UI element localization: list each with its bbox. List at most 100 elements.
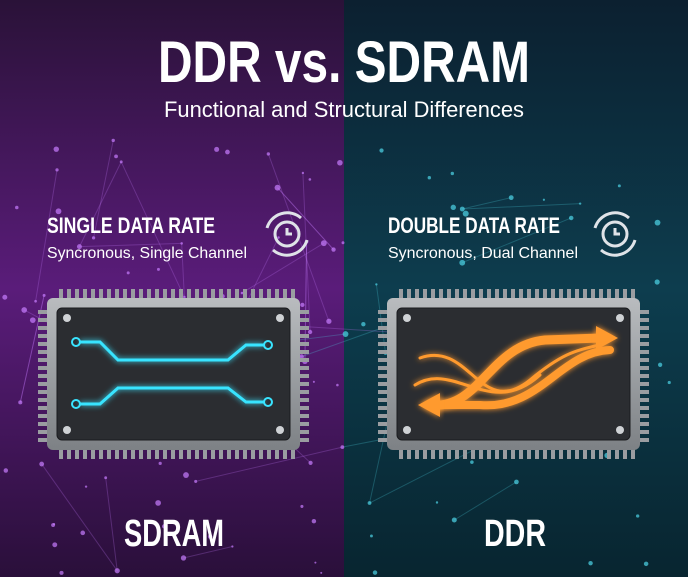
- chip-pin: [415, 449, 419, 459]
- sync-icon: [593, 211, 637, 257]
- chip-pin: [378, 358, 388, 362]
- chip-pin: [378, 334, 388, 338]
- chip-pin: [235, 289, 239, 299]
- chip-pin: [107, 449, 111, 459]
- chip-pin: [235, 449, 239, 459]
- chip-pin: [631, 449, 635, 459]
- chip-screw: [403, 426, 411, 434]
- chip-pin: [123, 289, 127, 299]
- chip-pin: [299, 326, 309, 330]
- network-dot: [59, 570, 64, 575]
- network-dot: [542, 198, 546, 201]
- chip-screw: [276, 426, 284, 434]
- chip-pin: [551, 289, 555, 299]
- network-line: [462, 203, 581, 210]
- chip-pin: [299, 430, 309, 434]
- network-line: [181, 243, 185, 298]
- arrow-head: [418, 393, 440, 417]
- chip-pin: [99, 289, 103, 299]
- chip-screw: [616, 426, 624, 434]
- chip-pin: [155, 289, 159, 299]
- chip-pin: [195, 289, 199, 299]
- panel-description: Syncronous, Dual Channel: [388, 245, 578, 262]
- chip-pin: [527, 289, 531, 299]
- chip-pin: [38, 358, 48, 362]
- network-line: [277, 187, 334, 250]
- network-line: [462, 197, 512, 210]
- chip-pin: [378, 406, 388, 410]
- chip-pin: [251, 289, 255, 299]
- network-dot: [326, 318, 332, 324]
- chip-pin: [299, 422, 309, 426]
- chip-pin: [399, 289, 403, 299]
- network-dot: [459, 206, 465, 212]
- chip-pin: [299, 398, 309, 402]
- chip-pin: [275, 289, 279, 299]
- chip-pin: [131, 449, 135, 459]
- network-dot: [91, 236, 96, 240]
- network-dot: [307, 329, 313, 335]
- network-dot: [341, 241, 345, 245]
- chip-pin: [639, 310, 649, 314]
- network-dot: [379, 148, 384, 153]
- network-dot: [34, 299, 37, 303]
- chip-pin: [299, 334, 309, 338]
- chip-pin: [439, 289, 443, 299]
- chip-pin: [463, 289, 467, 299]
- network-dot: [375, 283, 378, 286]
- network-dot: [240, 291, 244, 295]
- chip-pin: [639, 382, 649, 386]
- chip-pin: [38, 414, 48, 418]
- chip-pin: [38, 382, 48, 386]
- chip-pin: [38, 326, 48, 330]
- chip-pin: [479, 289, 483, 299]
- subtitle: Functional and Structural Differences: [164, 97, 524, 122]
- chip-pin: [38, 398, 48, 402]
- chip-pin: [155, 449, 159, 459]
- panel-heading: SINGLE DATA RATE: [47, 213, 215, 238]
- network-dot: [194, 479, 198, 483]
- chip-pin: [259, 289, 263, 299]
- chip-pin: [139, 289, 143, 299]
- chip-pin: [575, 289, 579, 299]
- chip-pin: [639, 390, 649, 394]
- chip-pin: [378, 342, 388, 346]
- network-line: [454, 481, 517, 521]
- chip-pin: [38, 350, 48, 354]
- network-dot: [76, 244, 82, 250]
- chip-pin: [378, 430, 388, 434]
- chip-pin: [299, 318, 309, 322]
- chip-pin: [423, 449, 427, 459]
- network-dot: [21, 307, 28, 313]
- network-dot: [29, 317, 36, 323]
- chip-pin: [38, 390, 48, 394]
- chip-pin: [623, 449, 627, 459]
- network-dot: [450, 204, 456, 211]
- network-dot: [119, 160, 123, 164]
- chip-pin: [259, 449, 263, 459]
- network-dot: [470, 460, 474, 464]
- chip-pin: [299, 350, 309, 354]
- network-dot: [654, 219, 661, 226]
- chip-pin: [639, 374, 649, 378]
- network-dot: [104, 476, 108, 480]
- chip-pin: [378, 318, 388, 322]
- chip-pin: [431, 449, 435, 459]
- chip-pin: [575, 449, 579, 459]
- network-dot: [126, 271, 130, 275]
- chip-pin: [75, 449, 79, 459]
- chip-pin: [567, 289, 571, 299]
- network-dot: [314, 561, 317, 564]
- chip-pin: [219, 289, 223, 299]
- chip-pin: [623, 289, 627, 299]
- network-line: [78, 161, 122, 247]
- network-dot: [462, 210, 469, 217]
- chip-pin: [639, 406, 649, 410]
- chip-pin: [251, 449, 255, 459]
- chip-pin: [99, 449, 103, 459]
- chip-pin: [171, 289, 175, 299]
- chip-pin: [487, 449, 491, 459]
- chip-pin: [378, 414, 388, 418]
